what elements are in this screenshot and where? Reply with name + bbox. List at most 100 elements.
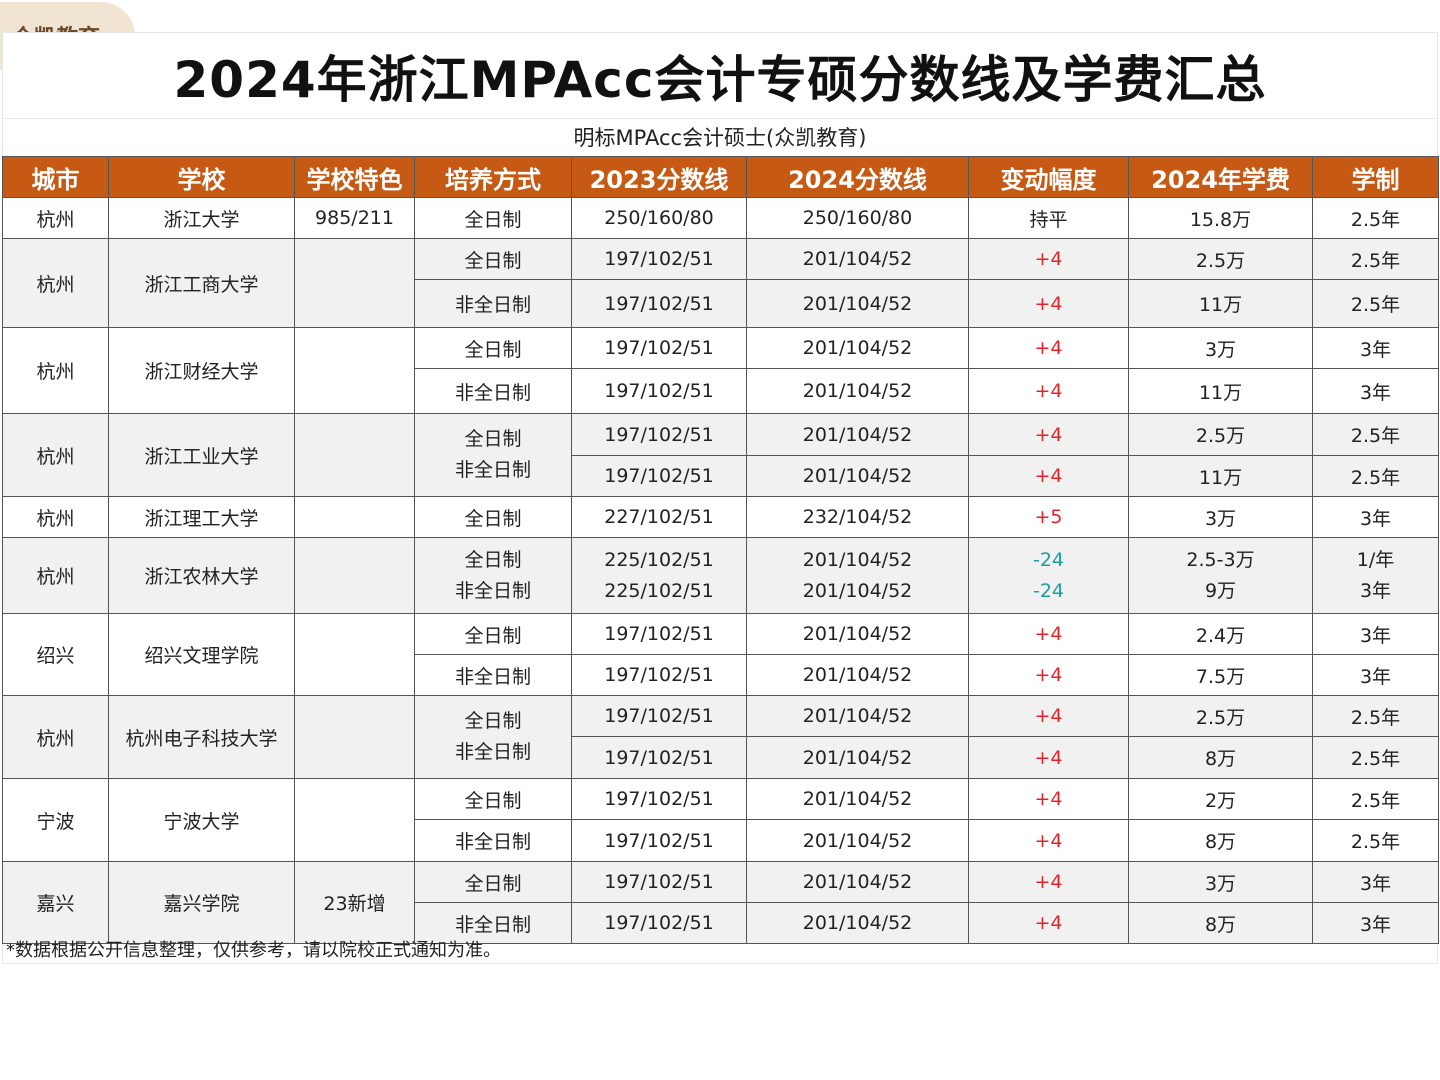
fee-cell: 2万 xyxy=(1128,778,1313,820)
years-cell: 2.5年 xyxy=(1312,238,1439,280)
school-cell: 浙江理工大学 xyxy=(108,496,295,538)
years-cell: 2.5年 xyxy=(1312,279,1439,328)
score-2023-cell: 197/102/51 xyxy=(571,327,747,369)
fee-cell: 2.5万 xyxy=(1128,238,1313,280)
feature-cell xyxy=(294,613,415,696)
city-cell: 杭州 xyxy=(2,695,109,779)
fee-cell: 8万 xyxy=(1128,819,1313,862)
fee-cell: 7.5万 xyxy=(1128,654,1313,696)
years-cell: 2.5年 xyxy=(1312,778,1439,820)
school-cell: 浙江大学 xyxy=(108,197,295,239)
fee-cell: 2.5万 xyxy=(1128,695,1313,737)
score-2024-cell: 232/104/52 xyxy=(746,496,969,538)
feature-cell xyxy=(294,778,415,862)
score-2023-cell: 197/102/51 xyxy=(571,279,747,328)
change-cell: +4 xyxy=(968,778,1129,820)
score-2024-cell: 201/104/52 xyxy=(746,279,969,328)
feature-cell xyxy=(294,327,415,414)
fee-cell: 3万 xyxy=(1128,327,1313,369)
feature-cell xyxy=(294,238,415,328)
score-2024-cell: 201/104/52 xyxy=(746,819,969,862)
score-2024-cell: 201/104/52 201/104/52 xyxy=(746,537,969,614)
score-2024-cell: 201/104/52 xyxy=(746,413,969,456)
change-cell: +4 xyxy=(968,455,1129,497)
score-2024-cell: 201/104/52 xyxy=(746,778,969,820)
table-row: 197/102/51 201/104/52 +4 8万 2.5年 xyxy=(3,736,1439,779)
mode-cell: 全日制 非全日制 xyxy=(414,537,572,614)
table-row: 非全日制 197/102/51 201/104/52 +4 8万 3年 xyxy=(3,902,1439,944)
subtitle: 明标MPAcc会计硕士(众凯教育) xyxy=(2,118,1438,156)
change-line: -24 xyxy=(1032,579,1065,602)
fee-cell: 2.4万 xyxy=(1128,613,1313,655)
mode-cell: 非全日制 xyxy=(414,654,572,696)
city-cell: 杭州 xyxy=(2,197,109,239)
years-cell: 2.5年 xyxy=(1312,197,1439,239)
score-2024-cell: 201/104/52 xyxy=(746,654,969,696)
change-cell: +5 xyxy=(968,496,1129,538)
table-row: 杭州 杭州电子科技大学 全日制 非全日制 197/102/51 201/104/… xyxy=(2,695,1439,779)
years-cell: 2.5年 xyxy=(1312,695,1439,737)
header-city: 城市 xyxy=(2,156,109,198)
school-cell: 浙江农林大学 xyxy=(108,537,295,614)
fee-cell: 8万 xyxy=(1128,736,1313,779)
score-2023-cell: 227/102/51 xyxy=(571,496,747,538)
table-row: 非全日制 197/102/51 201/104/52 +4 11万 2.5年 xyxy=(3,279,1439,328)
change-cell: +4 xyxy=(968,819,1129,862)
header-score-2024: 2024分数线 xyxy=(746,156,969,198)
score-2023-cell: 197/102/51 xyxy=(571,736,747,779)
score-2023-cell: 250/160/80 xyxy=(571,197,747,239)
change-cell: 持平 xyxy=(968,197,1129,239)
score-2024-cell: 201/104/52 xyxy=(746,238,969,280)
score-2024-cell: 201/104/52 xyxy=(746,455,969,497)
fee-cell: 15.8万 xyxy=(1128,197,1313,239)
change-cell: +4 xyxy=(968,413,1129,456)
change-cell: +4 xyxy=(968,327,1129,369)
change-cell: +4 xyxy=(968,279,1129,328)
fee-cell: 11万 xyxy=(1128,455,1313,497)
years-cell: 2.5年 xyxy=(1312,736,1439,779)
school-cell: 浙江工商大学 xyxy=(108,238,295,328)
fee-cell: 3万 xyxy=(1128,861,1313,903)
header-mode: 培养方式 xyxy=(414,156,572,198)
school-cell: 浙江工业大学 xyxy=(108,413,295,497)
score-2024-cell: 201/104/52 xyxy=(746,861,969,903)
fee-cell: 11万 xyxy=(1128,279,1313,328)
years-cell: 3年 xyxy=(1312,327,1439,369)
feature-cell: 985/211 xyxy=(294,197,415,239)
fee-cell: 11万 xyxy=(1128,368,1313,414)
city-cell: 绍兴 xyxy=(2,613,109,696)
score-2024-cell: 201/104/52 xyxy=(746,613,969,655)
header-feature: 学校特色 xyxy=(294,156,415,198)
feature-cell xyxy=(294,413,415,497)
mode-line: 非全日制 xyxy=(454,459,531,481)
score-2023-cell: 197/102/51 xyxy=(571,902,747,944)
city-cell: 杭州 xyxy=(2,537,109,614)
score-2024-cell: 201/104/52 xyxy=(746,695,969,737)
mode-cell: 非全日制 xyxy=(414,819,572,862)
table-row: 杭州 浙江工商大学 全日制 197/102/51 201/104/52 +4 2… xyxy=(2,238,1439,328)
change-cell: +4 xyxy=(968,902,1129,944)
header-change: 变动幅度 xyxy=(968,156,1129,198)
score-line: 225/102/51 xyxy=(604,579,714,602)
years-cell: 3年 xyxy=(1312,496,1439,538)
mode-cell: 全日制 xyxy=(414,197,572,239)
years-cell: 3年 xyxy=(1312,861,1439,903)
mode-cell: 全日制 非全日制 xyxy=(414,413,572,497)
table-row: 非全日制 197/102/51 201/104/52 +4 11万 3年 xyxy=(3,368,1439,414)
score-2023-cell: 197/102/51 xyxy=(571,455,747,497)
score-2024-cell: 201/104/52 xyxy=(746,736,969,779)
change-cell: +4 xyxy=(968,654,1129,696)
score-2023-cell: 197/102/51 xyxy=(571,368,747,414)
table-row: 杭州 浙江财经大学 全日制 197/102/51 201/104/52 +4 3… xyxy=(2,327,1439,414)
years-cell: 2.5年 xyxy=(1312,455,1439,497)
score-2023-cell: 197/102/51 xyxy=(571,778,747,820)
table-row: 非全日制 197/102/51 201/104/52 +4 7.5万 3年 xyxy=(3,654,1439,696)
feature-cell xyxy=(294,695,415,779)
city-cell: 杭州 xyxy=(2,327,109,414)
city-cell: 杭州 xyxy=(2,496,109,538)
mode-cell: 全日制 xyxy=(414,778,572,820)
city-cell: 杭州 xyxy=(2,413,109,497)
fee-cell: 2.5-3万 9万 xyxy=(1128,537,1313,614)
score-2024-cell: 201/104/52 xyxy=(746,902,969,944)
score-line: 201/104/52 xyxy=(802,579,913,602)
